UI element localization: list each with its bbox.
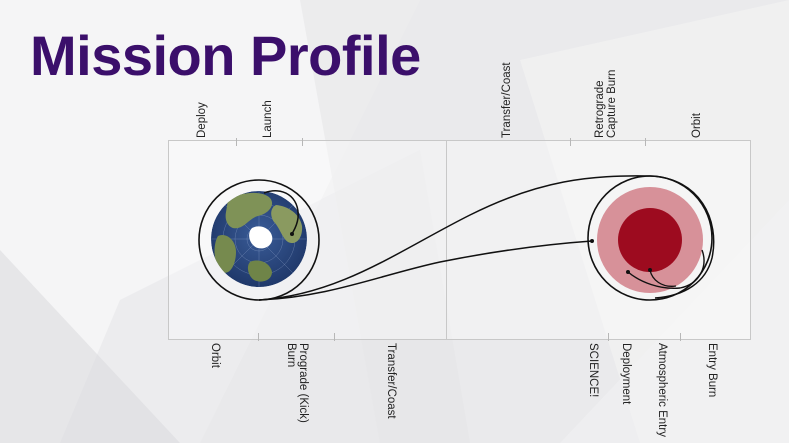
tick [302, 138, 303, 146]
tick [570, 138, 571, 146]
tick [680, 333, 681, 341]
transfer-trajectory-lower [258, 240, 593, 301]
entry-point [626, 270, 630, 274]
entry-point-inner [648, 268, 652, 272]
planet-core [618, 208, 682, 272]
tick [645, 138, 646, 146]
launch-trajectory [263, 190, 299, 235]
entry-trajectory-inner [649, 269, 677, 287]
tick [608, 333, 609, 341]
tick [236, 138, 237, 146]
tick [334, 333, 335, 341]
earth-icon [211, 191, 307, 287]
launch-point [290, 232, 294, 236]
page-title: Mission Profile [30, 24, 421, 87]
transfer-trajectory-upper [258, 175, 651, 301]
entry-trajectory [627, 249, 705, 289]
orbit-arc-right [649, 175, 715, 299]
tick [258, 333, 259, 341]
capture-point [590, 239, 594, 243]
